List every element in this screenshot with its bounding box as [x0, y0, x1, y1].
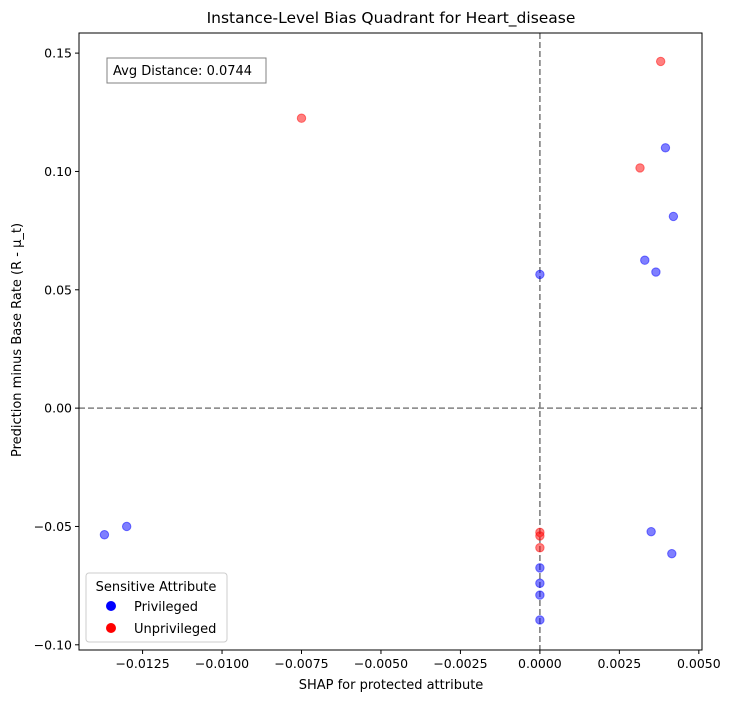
x-tick-label: 0.0025: [597, 656, 641, 671]
point-privileged: [668, 211, 679, 222]
point-privileged: [640, 255, 650, 265]
legend-marker-unprivileged: [106, 623, 116, 633]
point-privileged: [99, 530, 110, 540]
point-privileged: [121, 521, 132, 532]
point-privileged: [535, 578, 545, 588]
y-tick-label: −0.05: [34, 519, 72, 534]
x-tick-label: −0.0050: [354, 656, 408, 671]
avg-distance-annotation: Avg Distance: 0.0744: [106, 57, 267, 84]
point-privileged: [535, 615, 545, 625]
point-unprivileged: [535, 531, 545, 541]
y-tick-label: 0.05: [44, 282, 72, 297]
point-privileged: [651, 267, 661, 277]
y-tick-label: 0.10: [44, 164, 72, 179]
x-tick-label: 0.0000: [518, 656, 562, 671]
point-privileged: [667, 548, 677, 559]
legend-label-privileged: Privileged: [134, 600, 198, 615]
point-unprivileged: [296, 113, 307, 123]
x-axis-ticks: −0.0125 −0.0100 −0.0075 −0.0050 −0.0025 0.000…: [115, 650, 721, 671]
legend: Sensitive Attribute Privileged Unprivile…: [85, 572, 228, 643]
point-privileged: [646, 526, 656, 537]
x-axis-label: SHAP for protected attribute: [299, 678, 484, 693]
point-unprivileged: [535, 543, 545, 553]
y-axis-label: Prediction minus Base Rate (R - μ_t): [10, 223, 25, 457]
legend-label-unprivileged: Unprivileged: [134, 622, 216, 637]
y-tick-label: −0.10: [34, 637, 72, 652]
x-tick-label: −0.0025: [433, 656, 487, 671]
x-tick-label: 0.0050: [677, 656, 721, 671]
point-privileged: [535, 269, 545, 280]
plot-frame: [78, 32, 703, 651]
x-tick-label: −0.0100: [195, 656, 249, 671]
x-tick-label: −0.0075: [274, 656, 328, 671]
y-tick-label: 0.15: [44, 46, 72, 61]
y-tick-label: 0.00: [44, 401, 72, 416]
data-points: [99, 56, 679, 625]
point-unprivileged: [635, 163, 645, 173]
y-axis-ticks: −0.10 −0.05 0.00 0.05 0.10 0.15: [34, 46, 79, 652]
chart-title: Instance-Level Bias Quadrant for Heart_d…: [207, 9, 576, 28]
avg-distance-text: Avg Distance: 0.0744: [113, 64, 252, 79]
legend-title: Sensitive Attribute: [96, 580, 217, 595]
point-privileged: [535, 590, 545, 600]
x-tick-label: −0.0125: [115, 656, 169, 671]
point-privileged: [535, 563, 545, 573]
point-unprivileged: [655, 56, 666, 67]
reference-lines: [79, 33, 702, 650]
point-privileged: [660, 143, 671, 153]
legend-marker-privileged: [106, 601, 116, 611]
